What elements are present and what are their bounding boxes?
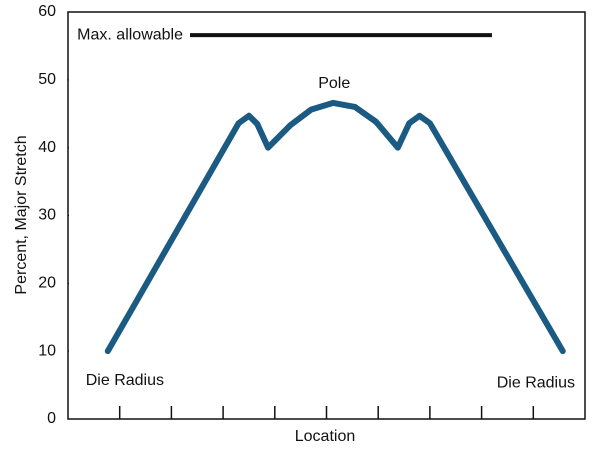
plot-frame (67, 11, 586, 420)
data-line (104, 99, 566, 355)
annotation: Die Radius (86, 372, 164, 389)
y-tick-label: 60 (38, 3, 56, 20)
y-axis-label: Percent, Major Stretch (13, 135, 30, 294)
y-tick-label: 0 (47, 410, 56, 427)
y-tick-label: 20 (38, 275, 56, 292)
y-tick-label: 40 (38, 139, 56, 156)
reference-label: Max. allowable (77, 26, 183, 43)
y-tick-label: 30 (38, 207, 56, 224)
x-axis-label: Location (295, 428, 356, 445)
y-tick-label: 50 (38, 71, 56, 88)
annotation: Die Radius (497, 374, 575, 391)
y-tick-label: 10 (38, 342, 56, 359)
annotation: Pole (318, 75, 350, 92)
